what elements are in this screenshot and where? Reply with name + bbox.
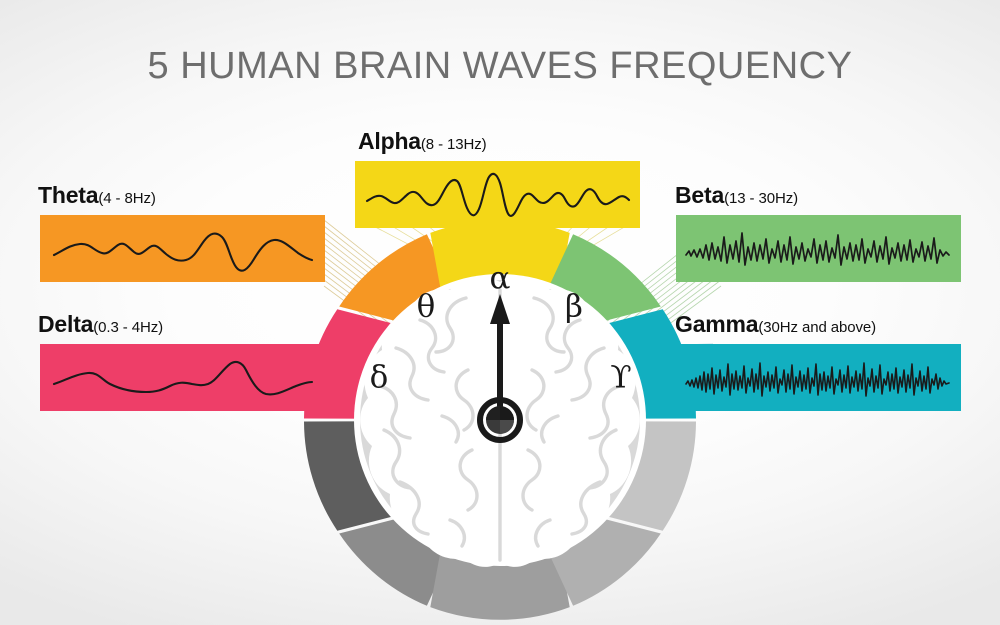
theta-name: Theta [38, 182, 99, 208]
alpha-range: (8 - 13Hz) [420, 136, 487, 153]
theta-wave-panel[interactable] [40, 215, 325, 282]
delta-label: Delta(0.3 - 4Hz) [38, 311, 163, 338]
page-title: 5 HUMAN BRAIN WAVES FREQUENCY [147, 45, 853, 87]
alpha-name: Alpha [358, 128, 421, 154]
theta-label: Theta(4 - 8Hz) [38, 182, 156, 209]
gamma-wave-panel[interactable] [676, 344, 961, 411]
gauge-symbol-delta: δ [370, 360, 389, 396]
gauge-symbol-alpha: α [490, 261, 511, 297]
delta-range: (0.3 - 4Hz) [93, 319, 163, 336]
gauge-symbol-theta: θ [417, 289, 436, 325]
gamma-name: Gamma [675, 311, 759, 337]
gauge-needle [477, 294, 523, 443]
beta-range: (13 - 30Hz) [724, 190, 798, 207]
beta-label: Beta(13 - 30Hz) [675, 182, 798, 209]
brain-wave-gauge: δ θ α β ϒ [300, 220, 700, 620]
delta-name: Delta [38, 311, 94, 337]
beta-name: Beta [675, 182, 725, 208]
gamma-range: (30Hz and above) [758, 319, 877, 336]
gamma-label: Gamma(30Hz and above) [675, 311, 876, 338]
alpha-label: Alpha(8 - 13Hz) [358, 128, 487, 155]
gauge-symbol-beta: β [565, 289, 583, 325]
gauge-symbol-gamma: ϒ [610, 360, 631, 396]
theta-range: (4 - 8Hz) [98, 190, 156, 207]
delta-wave-panel[interactable] [40, 344, 325, 411]
alpha-wave-panel[interactable] [355, 161, 640, 228]
beta-wave-panel[interactable] [676, 215, 961, 282]
